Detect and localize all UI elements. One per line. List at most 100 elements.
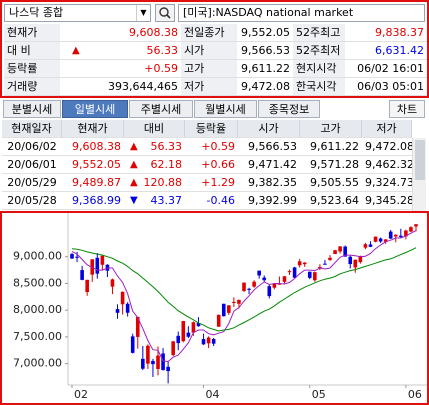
value-cell: 9,392.99 [238, 192, 300, 210]
value-cell: 9,608.38 [62, 138, 124, 156]
dropdown-arrow[interactable]: ▼ [136, 5, 150, 21]
quote-label: 거래량 [4, 78, 60, 96]
quote-value: 9,552.05 [237, 24, 293, 42]
candle-body [171, 341, 175, 356]
column-header: 등락율 [185, 120, 238, 138]
candle-body [323, 263, 327, 265]
tab[interactable]: 주별시세 [129, 100, 193, 118]
value-cell: 56.33 [124, 138, 185, 156]
quote-value: 06/03 05:01 [345, 78, 427, 96]
candle-body [368, 244, 373, 247]
candle-body [363, 244, 368, 248]
candle-body [80, 270, 84, 280]
quote-label: 등락률 [4, 60, 60, 78]
candle-body [161, 353, 165, 371]
quote-label: 저가 [181, 78, 237, 96]
candle-body [201, 339, 206, 345]
quote-value: 393,644,465 [60, 78, 181, 96]
value-cell: 9,324.73 [362, 174, 412, 192]
candle-body [181, 321, 186, 342]
candle-body [120, 291, 125, 305]
moving-average-line [71, 230, 417, 363]
moving-average-line [71, 247, 417, 332]
candle-body [282, 276, 287, 282]
candle-body [302, 262, 307, 265]
change-arrow: ▲ [72, 45, 80, 56]
candle-body [343, 246, 347, 257]
candle-body [404, 230, 408, 237]
value-cell: 9,611.22 [300, 138, 362, 156]
column-header: 현재가 [62, 120, 124, 138]
column-header: 대비 [124, 120, 185, 138]
quote-label: 전일종가 [181, 24, 237, 42]
candle-body [242, 282, 246, 291]
scroll-thumb[interactable] [415, 140, 425, 180]
candle-body [130, 336, 135, 353]
value-cell: 9,505.55 [300, 174, 362, 192]
candle-body [297, 261, 302, 266]
date-cell: 20/05/29 [2, 174, 62, 192]
value-cell: 9,471.42 [238, 156, 300, 174]
candle-body [156, 355, 160, 369]
y-tick-label: 8,500.00 [13, 276, 62, 289]
candle-body [211, 339, 216, 344]
quote-label: 52주최고 [293, 24, 345, 42]
candle-body [141, 358, 145, 369]
quote-value: 06/02 16:01 [345, 60, 427, 78]
candle-body [338, 246, 342, 252]
tab[interactable]: 일별시세 [62, 100, 128, 118]
column-header: 저가 [362, 120, 412, 138]
candle-chart: 7,000.00 7,500.00 8,000.00 8,500.00 9,000.00… [13, 213, 427, 401]
column-header: 현재일자 [2, 120, 62, 138]
candle-body [409, 227, 413, 232]
quote-value: 9,472.08 [237, 78, 293, 96]
candle-body [307, 271, 312, 278]
candle-body [166, 366, 170, 372]
candle-body [292, 267, 297, 278]
candle-body [383, 239, 388, 242]
change-arrow: ▲ [130, 141, 138, 152]
candle-body [388, 231, 393, 239]
tab[interactable]: 월별시세 [194, 100, 257, 118]
tab[interactable]: 분별시세 [3, 100, 61, 118]
candle-body [358, 255, 363, 263]
change-arrow: ▲ [130, 159, 138, 170]
value-cell: 9,566.53 [238, 138, 300, 156]
candle-body [206, 337, 211, 344]
value-cell: 62.18 [124, 156, 185, 174]
chart-panel: 7,000.00 7,500.00 8,000.00 8,500.00 9,000.00… [0, 211, 429, 405]
candle-body [328, 257, 332, 260]
value-cell: 9,345.28 [362, 192, 412, 210]
x-tick-label: 04 [206, 388, 220, 401]
candle-body [221, 303, 226, 317]
candle-body [115, 309, 120, 313]
x-tick-label: 06 [408, 388, 422, 401]
quote-value: +0.59 [60, 60, 181, 78]
candle-body [348, 256, 353, 265]
candle-body [318, 266, 322, 268]
quote-value: 56.33 [60, 42, 181, 60]
quote-value: 6,631.42 [345, 42, 427, 60]
column-header: 고가 [300, 120, 362, 138]
quote-value: 9,608.38 [60, 24, 181, 42]
y-tick-label: 7,000.00 [13, 357, 62, 370]
candle-body [257, 270, 261, 276]
value-cell: 9,552.05 [62, 156, 124, 174]
candle-body [110, 279, 115, 287]
y-tick-label: 7,500.00 [13, 330, 62, 343]
market-combo[interactable]: 나스닥 종합 ▼ [4, 4, 151, 22]
candle-body [373, 236, 378, 242]
scrollbar[interactable] [412, 138, 426, 211]
chart-button[interactable]: 차트 [389, 100, 425, 118]
tab-bar: 차트 분별시세 일별시세 주별시세 월별시세 종목정보 [0, 100, 429, 120]
candle-body [237, 299, 241, 304]
candle-body [70, 254, 74, 259]
column-header: 시가 [238, 120, 300, 138]
value-cell: +0.66 [185, 156, 238, 174]
tab[interactable]: 종목정보 [258, 100, 320, 118]
search-button[interactable] [155, 4, 175, 22]
candle-body [287, 271, 292, 273]
search-icon [159, 7, 171, 19]
candle-body [262, 277, 267, 281]
candle-body [151, 360, 155, 365]
